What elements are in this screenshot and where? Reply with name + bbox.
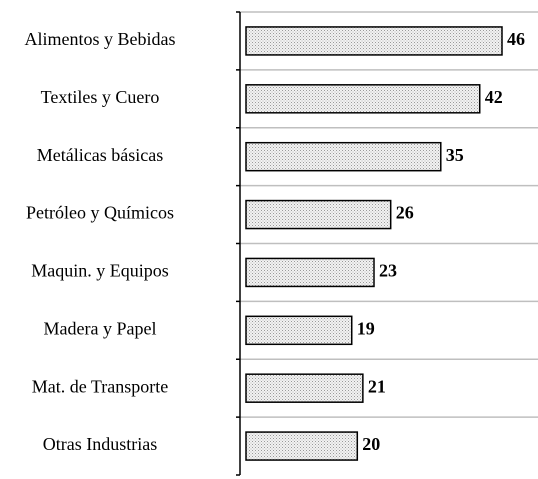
bar bbox=[245, 373, 364, 403]
category-label: Madera y Papel bbox=[44, 318, 157, 338]
value-label: 19 bbox=[357, 318, 375, 338]
category-label: Otras Industrias bbox=[43, 434, 157, 454]
value-label: 23 bbox=[379, 261, 397, 281]
bar bbox=[245, 431, 359, 461]
category-label: Textiles y Cuero bbox=[41, 87, 160, 107]
category-label: Mat. de Transporte bbox=[32, 376, 169, 396]
bar bbox=[245, 84, 481, 114]
category-label: Metálicas básicas bbox=[37, 145, 163, 165]
value-label: 20 bbox=[362, 434, 380, 454]
bar bbox=[245, 26, 503, 56]
value-label: 46 bbox=[507, 29, 525, 49]
bar bbox=[245, 257, 375, 288]
category-label: Maquin. y Equipos bbox=[31, 261, 169, 281]
value-label: 42 bbox=[485, 87, 503, 107]
value-label: 26 bbox=[396, 203, 414, 223]
bar bbox=[245, 315, 353, 346]
category-label: Petróleo y Químicos bbox=[26, 203, 174, 223]
bar bbox=[245, 199, 392, 230]
category-label: Alimentos y Bebidas bbox=[25, 29, 176, 49]
value-label: 21 bbox=[368, 376, 386, 396]
bar bbox=[245, 141, 442, 172]
value-label: 35 bbox=[446, 145, 464, 165]
